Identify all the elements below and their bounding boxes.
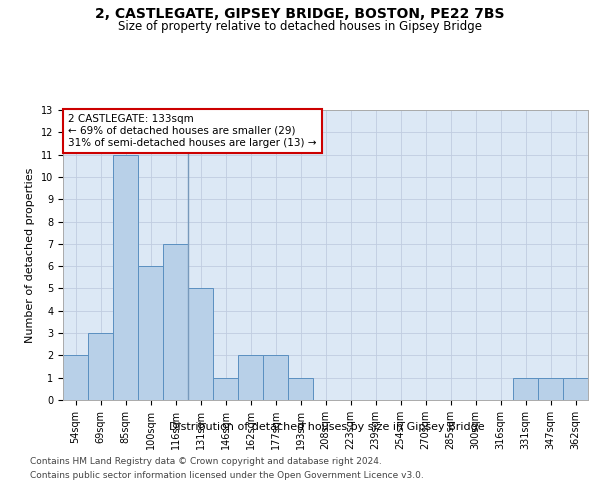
Bar	[163, 244, 188, 400]
Bar	[288, 378, 313, 400]
Text: Size of property relative to detached houses in Gipsey Bridge: Size of property relative to detached ho…	[118, 20, 482, 33]
Bar	[63, 356, 88, 400]
Bar	[138, 266, 163, 400]
Bar	[113, 154, 138, 400]
Bar	[563, 378, 588, 400]
Bar	[88, 333, 113, 400]
Text: Contains HM Land Registry data © Crown copyright and database right 2024.: Contains HM Land Registry data © Crown c…	[30, 458, 382, 466]
Bar	[263, 356, 288, 400]
Y-axis label: Number of detached properties: Number of detached properties	[25, 168, 35, 342]
Text: 2, CASTLEGATE, GIPSEY BRIDGE, BOSTON, PE22 7BS: 2, CASTLEGATE, GIPSEY BRIDGE, BOSTON, PE…	[95, 8, 505, 22]
Text: Contains public sector information licensed under the Open Government Licence v3: Contains public sector information licen…	[30, 471, 424, 480]
Bar	[188, 288, 213, 400]
Bar	[513, 378, 538, 400]
Text: 2 CASTLEGATE: 133sqm
← 69% of detached houses are smaller (29)
31% of semi-detac: 2 CASTLEGATE: 133sqm ← 69% of detached h…	[68, 114, 317, 148]
Bar	[213, 378, 238, 400]
Text: Distribution of detached houses by size in Gipsey Bridge: Distribution of detached houses by size …	[169, 422, 485, 432]
Bar	[538, 378, 563, 400]
Bar	[238, 356, 263, 400]
